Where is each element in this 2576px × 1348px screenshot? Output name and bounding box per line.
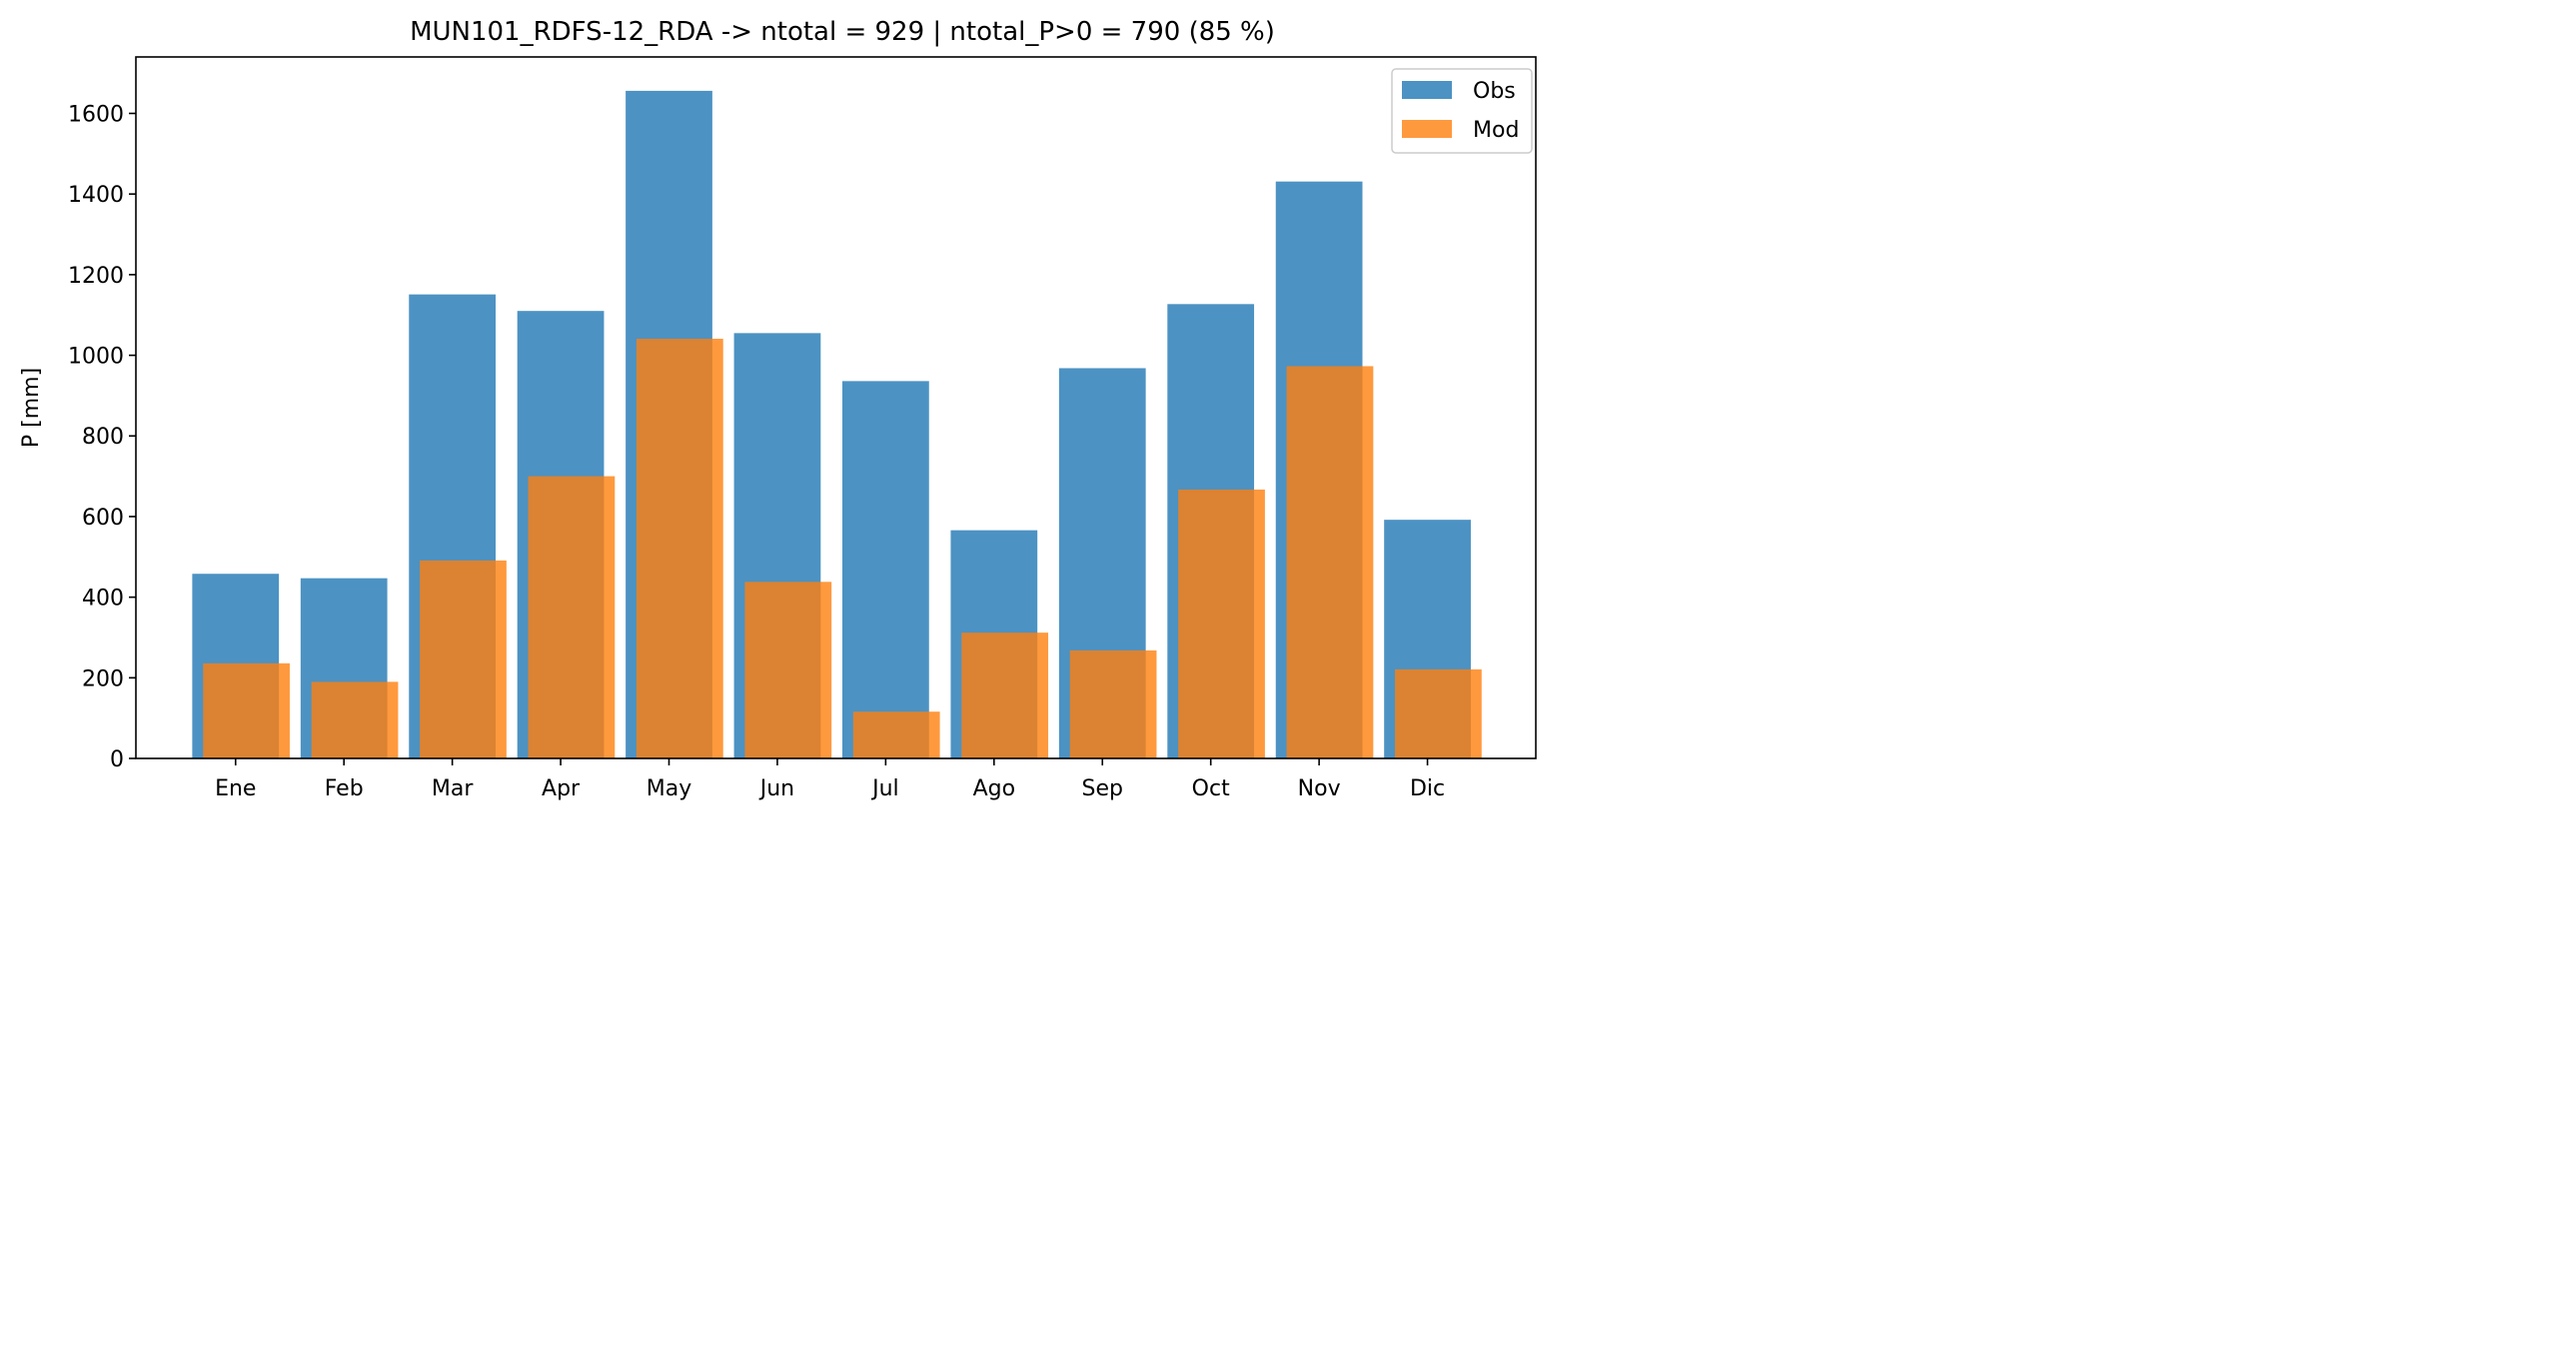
bar-mod-dic (1395, 669, 1482, 758)
bar-mod-ene (203, 663, 290, 758)
bar-mod-nov (1286, 366, 1374, 758)
y-tick-label: 1400 (68, 183, 124, 208)
bar-mod-apr (528, 476, 616, 758)
x-tick-label: Mar (432, 776, 474, 801)
x-tick-label: Feb (325, 776, 364, 801)
y-tick-label: 0 (110, 747, 124, 772)
y-tick-label: 400 (82, 587, 124, 612)
x-tick-label: Ago (973, 776, 1015, 801)
x-tick-label: May (646, 776, 691, 801)
legend-swatch-mod (1402, 120, 1452, 138)
legend-label-obs: Obs (1473, 79, 1516, 104)
y-axis-label: P [mm] (19, 368, 44, 448)
x-tick-label: Jul (870, 776, 899, 801)
axes-layer: 0 200 400 600 800 1000 1200 1400 1600 Ene Feb Mar Ap… (68, 56, 1537, 801)
bar-mod-feb (311, 681, 399, 758)
bar-mod-mar (420, 560, 507, 758)
y-tick-label: 1600 (68, 102, 124, 127)
bar-mod-jun (744, 582, 832, 758)
legend-swatch-obs (1402, 81, 1452, 99)
x-tick-label: Dic (1410, 776, 1445, 801)
bars-layer (192, 90, 1482, 759)
x-tick-label: Sep (1082, 776, 1123, 801)
x-tick-label: Apr (542, 776, 581, 801)
y-tick-label: 1000 (68, 345, 124, 370)
bar-mod-ago (961, 633, 1049, 758)
bar-mod-oct (1178, 489, 1265, 758)
chart-title: MUN101_RDFS-12_RDA -> ntotal = 929 | nto… (410, 17, 1275, 47)
bar-obs-jul (842, 381, 929, 758)
bar-chart: MUN101_RDFS-12_RDA -> ntotal = 929 | nto… (19, 17, 1537, 801)
y-tick-label: 600 (82, 506, 124, 531)
bar-mod-may (636, 339, 723, 758)
legend: Obs Mod (1391, 68, 1533, 154)
bar-mod-jul (852, 711, 940, 758)
x-tick-label: Nov (1298, 776, 1341, 801)
x-tick-label: Ene (215, 776, 256, 801)
y-tick-label: 1200 (68, 264, 124, 289)
x-tick-label: Oct (1192, 776, 1230, 801)
plot-frame (135, 56, 1537, 759)
y-tick-label: 200 (82, 667, 124, 691)
bar-mod-sep (1069, 650, 1157, 758)
y-tick-label: 800 (82, 425, 124, 450)
legend-label-mod: Mod (1473, 118, 1519, 143)
x-tick-label: Jun (758, 776, 794, 801)
